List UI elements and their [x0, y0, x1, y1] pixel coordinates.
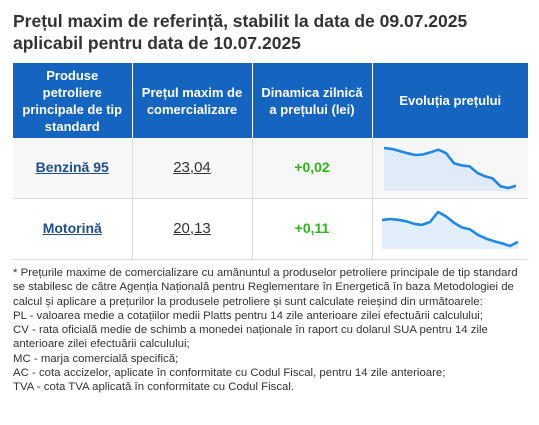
sparkline-benzina-95[interactable] [381, 145, 519, 191]
max-price-value[interactable]: 20,13 [173, 220, 211, 237]
footnote-mc: MC - marja comercială specifică; [13, 352, 179, 365]
max-price-value[interactable]: 23,04 [173, 159, 211, 176]
price-cell: 23,04 [131, 138, 252, 199]
sparkline-line [384, 146, 517, 190]
daily-change-value: +0,11 [294, 220, 330, 236]
footnote-pl: PL - valoarea medie a cotațiilor medii P… [13, 309, 483, 322]
sparkline-cell [371, 138, 528, 199]
header-daily-change: Dinamica zilnică a prețului (lei) [251, 63, 372, 138]
header-products: Produse petroliere principale de tip sta… [13, 63, 132, 138]
delta-cell: +0,02 [251, 138, 372, 199]
product-cell: Motorină [13, 198, 132, 260]
footnote-tva: TVA - cota TVA aplicată în conformitate … [13, 381, 295, 394]
sparkline-area [384, 148, 517, 191]
header-max-price: Prețul maxim de comercializare [131, 63, 252, 138]
sparkline-line [382, 210, 519, 248]
table-row: Motorină 20,13 +0,11 [13, 198, 528, 260]
product-cell: Benzină 95 [13, 138, 132, 199]
price-table: Produse petroliere principale de tip sta… [13, 63, 528, 260]
delta-cell: +0,11 [251, 198, 372, 260]
page-title: Prețul maxim de referință, stabilit la d… [13, 11, 468, 53]
sparkline-motorina[interactable] [379, 209, 521, 249]
footnote: * Prețurile maxime de comercializare cu … [13, 266, 526, 395]
product-link-motorina[interactable]: Motorină [42, 220, 102, 236]
footnote-cv: CV - rata oficială medie de schimb a mon… [13, 324, 488, 351]
table-header-row: Produse petroliere principale de tip sta… [13, 63, 528, 138]
header-price-evolution: Evoluția prețului [371, 63, 528, 138]
sparkline-area [382, 212, 519, 249]
daily-change-value: +0,02 [294, 159, 330, 175]
footnote-ac: AC - cota accizelor, aplicate în conform… [13, 367, 446, 380]
product-link-benzina-95[interactable]: Benzină 95 [35, 159, 109, 175]
table-row: Benzină 95 23,04 +0,02 [13, 138, 528, 199]
price-cell: 20,13 [131, 198, 252, 260]
footnote-intro: * Prețurile maxime de comercializare cu … [13, 267, 518, 308]
sparkline-cell [371, 198, 528, 260]
